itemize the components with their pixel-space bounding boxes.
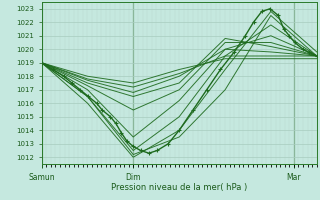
X-axis label: Pression niveau de la mer( hPa ): Pression niveau de la mer( hPa )	[111, 183, 247, 192]
